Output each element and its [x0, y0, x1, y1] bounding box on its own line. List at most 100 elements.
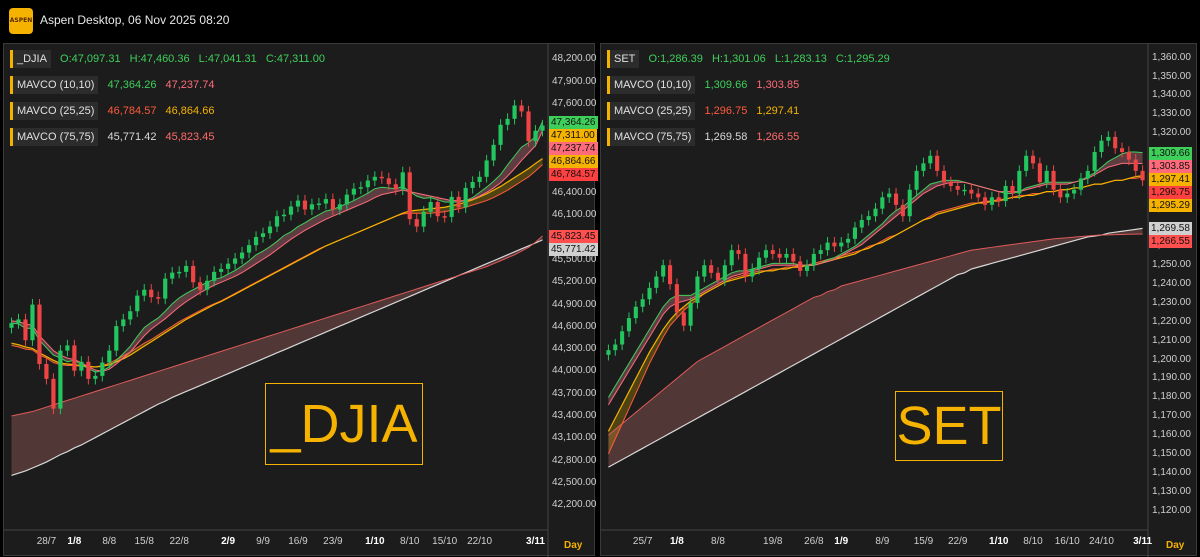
candle [784, 253, 789, 258]
y-tick-label: 42,200.00 [552, 499, 597, 511]
candle [811, 253, 816, 266]
candle [100, 362, 105, 376]
candle [86, 361, 91, 379]
candle [907, 189, 912, 217]
candle [976, 193, 981, 198]
indicator-name[interactable]: MAVCO (75,75) [607, 128, 696, 146]
indicator-name[interactable]: MAVCO (75,75) [10, 128, 99, 146]
x-tick-label: 26/8 [804, 536, 824, 547]
candle [449, 196, 454, 217]
candle [540, 125, 545, 131]
candle [407, 172, 412, 220]
candle [107, 350, 112, 363]
candle [212, 271, 217, 281]
set-mavco-25-legend: MAVCO (25,25) 1,296.75 1,297.41 [607, 102, 805, 120]
indicator-value: 1,297.41 [756, 105, 800, 117]
candle [969, 189, 974, 194]
candle [1010, 185, 1015, 194]
candle [941, 170, 947, 183]
candle [239, 252, 245, 259]
x-tick-label: 1/8 [67, 536, 82, 547]
indicator-name[interactable]: MAVCO (10,10) [607, 76, 696, 94]
y-tick-label: 46,400.00 [552, 187, 597, 199]
price-tag: 47,311.00 [549, 128, 597, 142]
candle [1140, 170, 1145, 181]
y-tick-label: 46,100.00 [552, 209, 597, 221]
price-tag: 46,864.66 [549, 154, 598, 168]
x-tick-label: 15/8 [134, 536, 154, 547]
chart-panel-set[interactable]: SET O:1,286.39 H:1,301.06 L:1,283.13 C:1… [600, 43, 1198, 557]
price-tag: 1,269.58 [1149, 222, 1192, 236]
x-tick-label: 23/9 [323, 536, 343, 547]
djia-period-label[interactable]: Day [564, 540, 583, 551]
candle [873, 208, 878, 217]
y-tick-label: 43,100.00 [552, 432, 597, 444]
candle [654, 276, 659, 288]
indicator-name[interactable]: MAVCO (25,25) [10, 102, 99, 120]
x-tick-label: 2/9 [221, 536, 236, 547]
candle [1119, 148, 1125, 153]
djia-chart-svg[interactable] [4, 44, 596, 557]
set-open: O:1,286.39 [648, 53, 703, 65]
candle [219, 268, 224, 272]
candle [65, 345, 70, 351]
candle [498, 124, 503, 145]
indicator-name[interactable]: MAVCO (10,10) [10, 76, 99, 94]
djia-symbol-label: _DJIA [10, 50, 51, 68]
candle [661, 265, 666, 277]
candle [1099, 140, 1104, 153]
candle [880, 197, 885, 209]
x-tick-label: 1/9 [834, 536, 849, 547]
set-mavco-75-legend: MAVCO (75,75) 1,269.58 1,266.55 [607, 128, 805, 146]
x-tick-label: 9/9 [256, 536, 270, 547]
candle [1113, 136, 1118, 149]
x-tick-label: 1/10 [365, 536, 385, 547]
candle [626, 318, 632, 332]
y-tick-label: 48,200.00 [552, 53, 597, 65]
candle [302, 200, 308, 210]
candle [309, 204, 315, 210]
y-tick-label: 1,210.00 [1152, 334, 1191, 346]
candle [491, 144, 496, 161]
candle [372, 176, 377, 181]
candle [1065, 193, 1070, 198]
candle [442, 216, 447, 218]
candle [316, 203, 322, 206]
candle [58, 350, 63, 409]
candle [633, 306, 638, 319]
candle [365, 180, 370, 188]
x-tick-label: 3/11 [526, 536, 545, 547]
candle [246, 245, 252, 253]
candle [225, 263, 231, 269]
candle [859, 219, 864, 228]
candle [846, 238, 851, 243]
candle [128, 311, 133, 320]
y-tick-label: 43,400.00 [552, 410, 597, 421]
x-tick-label: 1/8 [669, 536, 684, 547]
indicator-name[interactable]: MAVCO (25,25) [607, 102, 696, 120]
candle [818, 250, 823, 254]
candle [702, 265, 707, 277]
candle [893, 193, 899, 205]
candle [51, 378, 56, 409]
candle [914, 170, 919, 190]
chart-panel-djia[interactable]: _DJIA O:47,097.31 H:47,460.36 L:47,041.3… [3, 43, 598, 557]
app-title: Aspen Desktop, 06 Nov 2025 08:20 [40, 13, 230, 27]
candle [232, 258, 238, 264]
price-tag: 45,771.42 [549, 242, 598, 256]
set-period-label[interactable]: Day [1166, 540, 1185, 551]
set-mavco-10-legend: MAVCO (10,10) 1,309.66 1,303.85 [607, 76, 805, 94]
candle [526, 111, 531, 142]
y-tick-label: 1,240.00 [1152, 278, 1191, 290]
y-tick-label: 47,600.00 [552, 98, 597, 109]
candle [274, 216, 280, 227]
y-tick-label: 44,900.00 [552, 298, 597, 310]
price-tag: 1,266.55 [1149, 235, 1192, 249]
set-chart-svg[interactable] [601, 44, 1198, 557]
candle [477, 176, 482, 182]
candle [267, 226, 273, 234]
candle [688, 302, 693, 326]
y-tick-label: 47,900.00 [552, 75, 597, 87]
candle [205, 280, 210, 290]
indicator-value: 46,784.57 [107, 105, 157, 117]
